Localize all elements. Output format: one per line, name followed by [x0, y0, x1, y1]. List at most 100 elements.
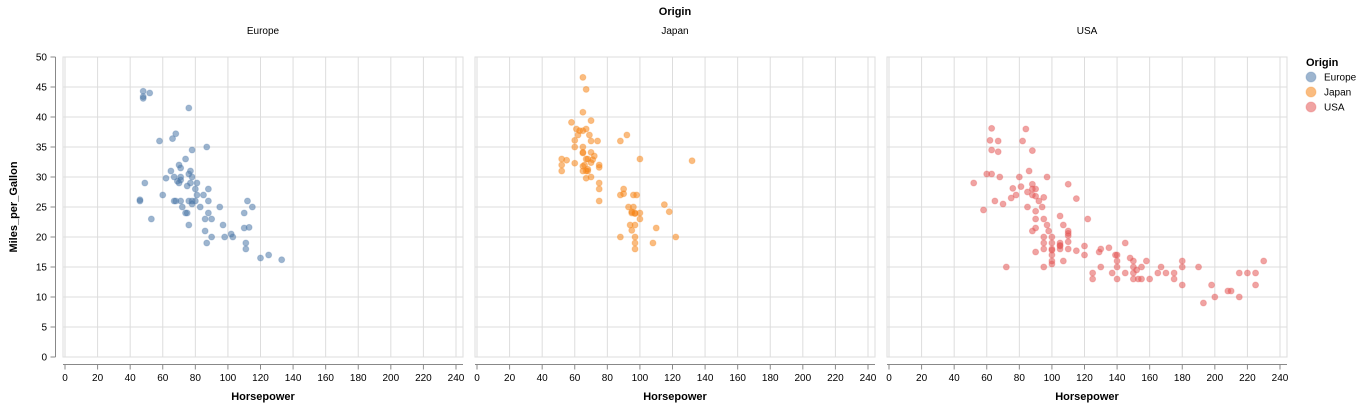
data-point-usa	[1012, 191, 1020, 199]
data-point-usa	[1064, 232, 1072, 240]
data-point-usa	[1040, 239, 1048, 247]
data-point-usa	[1032, 192, 1040, 200]
data-point-usa	[1146, 275, 1154, 283]
data-point-japan	[616, 233, 624, 241]
data-point-usa	[1170, 275, 1178, 283]
data-point-japan	[665, 208, 673, 216]
data-point-usa	[1089, 269, 1097, 277]
x-tick-label: 80	[190, 373, 202, 384]
data-point-europe	[278, 256, 286, 264]
data-point-usa	[1178, 263, 1186, 271]
data-point-japan	[595, 185, 603, 193]
data-point-japan	[579, 73, 587, 81]
data-point-usa	[1199, 299, 1207, 307]
x-tick-label: 160	[317, 373, 334, 384]
data-point-europe	[193, 179, 201, 187]
series-japan	[558, 73, 696, 253]
x-tick-label: 20	[92, 373, 104, 384]
legend-item-europe: Europe	[1305, 71, 1357, 84]
grid-europe	[63, 56, 463, 358]
data-point-japan	[623, 131, 631, 139]
data-point-usa	[1056, 212, 1064, 220]
data-point-usa	[1121, 239, 1129, 247]
data-point-europe	[242, 239, 250, 247]
data-point-usa	[1138, 275, 1146, 283]
data-point-japan	[652, 224, 660, 232]
legend-symbol	[1305, 71, 1317, 83]
x-axis-japan: 0 20 40 60 80 100 120 140 160 180 200 220 240 Horsepo…	[474, 364, 877, 403]
data-point-japan	[587, 137, 595, 145]
x-tick-label: 40	[537, 373, 549, 384]
data-point-japan	[571, 143, 579, 151]
data-point-usa	[979, 206, 987, 214]
facet-title-japan: Japan	[661, 26, 688, 37]
data-point-japan	[579, 148, 587, 156]
legend-symbol	[1305, 86, 1317, 98]
x-tick-label: 200	[382, 373, 399, 384]
x-tick-label: 20	[916, 373, 928, 384]
data-point-europe	[177, 164, 185, 172]
data-point-europe	[208, 215, 216, 223]
data-point-japan	[571, 136, 579, 144]
data-point-usa	[1040, 233, 1048, 241]
data-point-japan	[581, 161, 589, 169]
x-tick-label: 0	[62, 373, 68, 384]
data-point-usa	[1084, 215, 1092, 223]
data-point-europe	[185, 104, 193, 112]
data-point-usa	[1072, 247, 1080, 255]
data-point-japan	[585, 131, 593, 139]
data-point-europe	[162, 174, 170, 182]
data-point-japan	[633, 191, 641, 199]
data-point-usa	[1235, 293, 1243, 301]
data-point-japan	[571, 159, 579, 167]
data-point-usa	[1040, 245, 1048, 253]
x-tick-label: 220	[827, 373, 844, 384]
data-point-japan	[587, 117, 595, 125]
x-axis-usa: 0 20 40 60 80 100 120 140 160 180 200 220 240 Horsepo…	[886, 364, 1289, 403]
legend-label: Japan	[1324, 88, 1351, 99]
data-point-europe	[191, 185, 199, 193]
x-tick-label: 60	[981, 373, 993, 384]
data-point-usa	[999, 200, 1007, 208]
data-point-usa	[1235, 269, 1243, 277]
data-point-usa	[1081, 251, 1088, 259]
y-tick-label: 0	[41, 353, 47, 364]
data-point-japan	[595, 179, 603, 187]
x-tick-label: 220	[1239, 373, 1256, 384]
data-point-japan	[595, 197, 603, 205]
data-point-usa	[1015, 173, 1023, 181]
data-point-usa	[1227, 287, 1235, 295]
y-tick-label: 35	[36, 143, 48, 154]
x-tick-label: 100	[1044, 373, 1061, 384]
data-point-europe	[219, 221, 227, 229]
data-point-usa	[1025, 167, 1033, 175]
data-point-europe	[177, 197, 185, 205]
data-point-europe	[172, 130, 180, 138]
y-tick-label: 45	[36, 83, 48, 94]
data-point-europe	[245, 223, 253, 231]
data-point-japan	[582, 85, 590, 93]
data-point-usa	[1048, 233, 1056, 241]
data-point-japan	[579, 108, 587, 116]
x-tick-label: 40	[125, 373, 137, 384]
data-point-europe	[204, 185, 212, 193]
data-point-europe	[188, 146, 196, 154]
data-point-europe	[147, 215, 155, 223]
data-point-japan	[649, 239, 657, 247]
data-point-usa	[1097, 263, 1105, 271]
data-point-usa	[1105, 244, 1113, 252]
data-point-usa	[986, 136, 994, 144]
data-point-europe	[265, 251, 273, 259]
data-point-europe	[141, 179, 149, 187]
x-axis-europe: 0 20 40 60 80 100 120 140 160 180 200 220 240 Horsepo…	[62, 364, 465, 403]
data-point-usa	[988, 146, 996, 154]
data-point-usa	[1064, 245, 1072, 253]
facet-header-title: Origin	[659, 6, 692, 18]
x-axis-title-europe: Horsepower	[231, 391, 295, 403]
data-point-usa	[1121, 269, 1129, 277]
data-point-usa	[1009, 184, 1017, 192]
data-point-usa	[1019, 137, 1027, 145]
data-point-usa	[1162, 269, 1170, 277]
data-point-japan	[616, 137, 624, 145]
data-point-japan	[582, 125, 590, 133]
